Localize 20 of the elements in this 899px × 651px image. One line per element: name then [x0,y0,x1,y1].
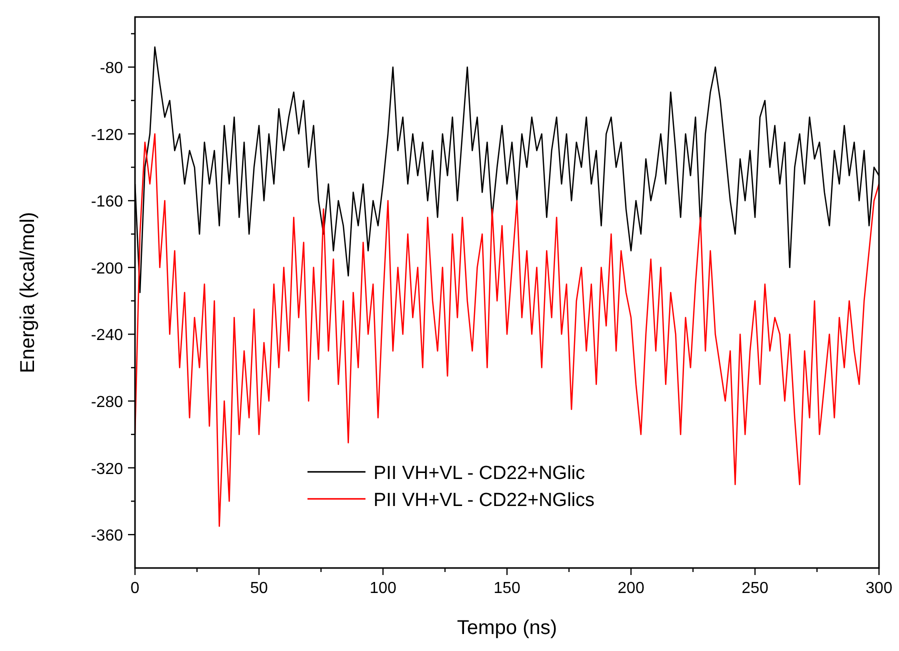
x-tick-label: 50 [250,580,268,597]
x-tick-label: 250 [742,580,768,597]
y-tick-label: -80 [100,60,124,78]
y-tick-label: -120 [90,126,124,144]
y-tick-label: -160 [90,194,124,211]
y-tick-label: -320 [90,460,124,478]
y-axis-title: Energia (kcal/mol) [17,212,39,374]
legend-label: PII VH+VL - CD22+NGlic [373,462,586,484]
line-series [135,133,879,527]
y-tick-label: -200 [90,260,124,278]
legend-label: PII VH+VL - CD22+NGlics [373,490,595,511]
x-tick-label: 200 [618,580,644,597]
x-tick-label: 150 [494,580,520,597]
x-axis-title: Tempo (ns) [456,617,558,639]
y-tick-label: -280 [90,394,124,412]
x-tick-label: 0 [130,580,140,597]
y-tick-label: -360 [90,528,124,545]
x-tick-label: 100 [370,580,396,597]
y-tick-label: -240 [90,327,124,344]
x-tick-label: 300 [866,580,892,597]
